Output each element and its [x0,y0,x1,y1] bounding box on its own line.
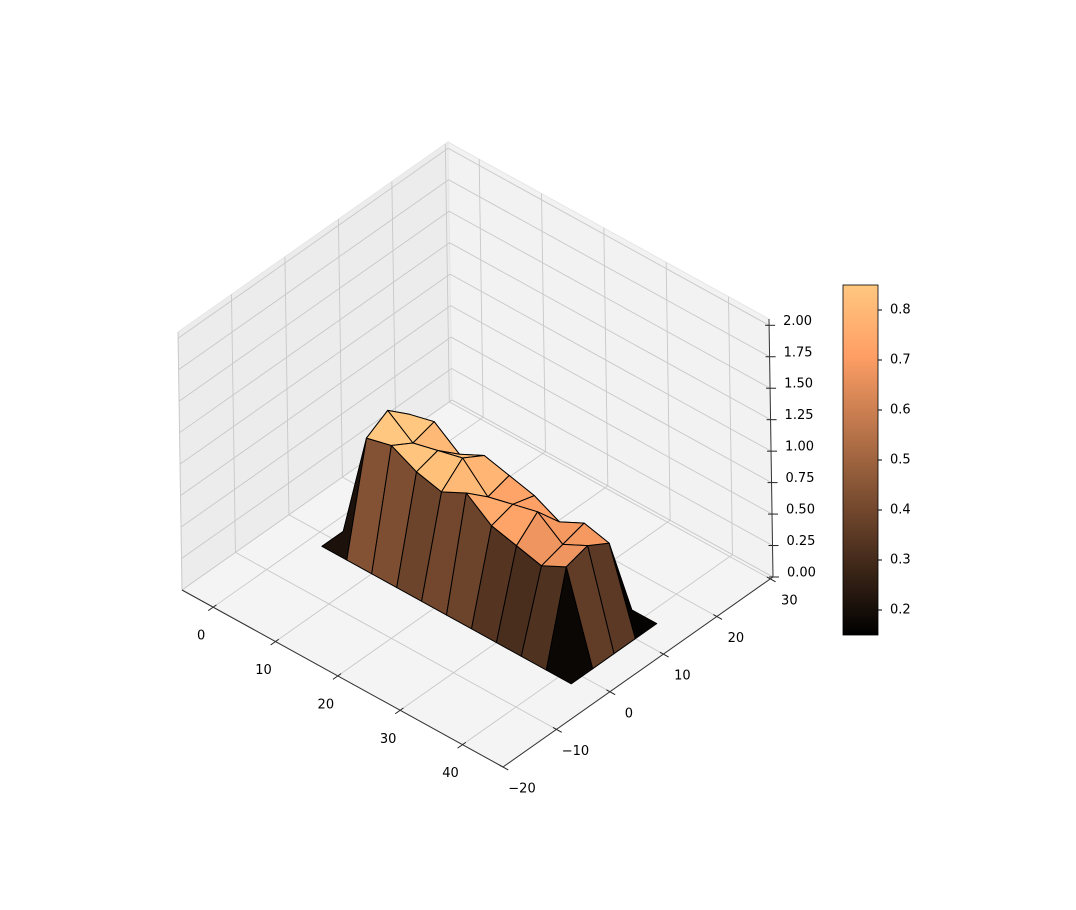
z-tick-label: 1.25 [785,408,814,423]
tick-mark [207,604,217,612]
grid-line [451,368,773,546]
x-tick-label: 30 [380,732,397,747]
tick-mark [394,707,404,715]
grid-line [449,273,772,452]
x-tick-label: 0 [197,629,205,644]
colorbar-tick-label: 0.5 [890,453,911,468]
grid-line [231,294,236,553]
grid-line [177,331,183,591]
tick-mark [332,673,342,680]
z-tick-label: 0.75 [786,471,815,486]
x-tick-label: 20 [318,697,335,712]
grid-line [177,147,449,339]
y-tick-label: 20 [728,631,745,646]
grid-line [448,179,770,358]
grid-line [180,305,451,496]
tick-mark [270,638,280,646]
grid-line [478,159,484,418]
grid-line [665,262,671,521]
y-tick-label: 30 [781,593,798,608]
axis-line [768,318,774,578]
grid-line [449,401,771,580]
grid-line [448,210,771,389]
z-tick-label: 1.00 [785,440,814,455]
grid-line [337,219,343,478]
grid-line [447,147,770,326]
tick-mark [457,741,467,749]
colorbar: 0.2 0.3 0.4 0.5 0.6 0.7 0.8 [842,284,911,636]
grid-line [444,143,450,402]
axes: 0 10 20 30 40 −20 −10 0 10 20 30 0.00 0.25 0.50 0.75 1.… [181,314,816,797]
grid-line [449,242,771,421]
z-tick-label: 2.00 [783,314,812,329]
grid-line [450,305,772,484]
y-tick-label: 10 [674,669,691,684]
grid-line [178,210,450,402]
z-tick-label: 0.50 [786,503,815,518]
tick-mark [552,727,562,733]
colorbar-tick-label: 0.4 [890,503,911,518]
y-tick-label: −20 [508,782,535,797]
grid-line [451,399,774,578]
grid-line [728,296,733,555]
colorbar-tick-label: 0.6 [890,403,911,418]
tick-mark [659,651,669,658]
grid-line [179,242,450,434]
grid-line [235,551,557,730]
x-tick-label: 10 [255,663,272,678]
tick-mark [606,689,616,696]
grid-line [284,256,290,515]
colorbar-tick-label: 0.8 [890,303,911,318]
axis-line [181,589,504,768]
grid-line [450,336,773,515]
surface-face [545,566,594,685]
y-tick-label: 0 [625,706,633,721]
tick-mark [766,576,776,583]
tick-mark [713,614,723,620]
colorbar-tick-label: 0.7 [890,353,911,368]
x-tick-label: 40 [442,766,459,781]
grid-line [603,227,609,486]
colorbar-gradient [842,284,879,636]
z-tick-label: 1.50 [784,377,813,392]
z-tick-label: 1.75 [784,345,813,360]
z-tick-label: 0.00 [787,566,816,581]
axis-line [502,576,774,768]
y-tick-label: −10 [562,744,589,759]
grid-line [180,336,452,528]
grid-line [178,179,449,371]
colorbar-tick-label: 0.2 [890,603,911,618]
grid-line [541,193,546,452]
grid-line [391,181,397,440]
surface [321,409,658,685]
z-tick-label: 0.25 [787,534,816,549]
grid-line [181,368,452,559]
grid-line [179,273,451,465]
colorbar-tick-label: 0.3 [890,553,911,568]
